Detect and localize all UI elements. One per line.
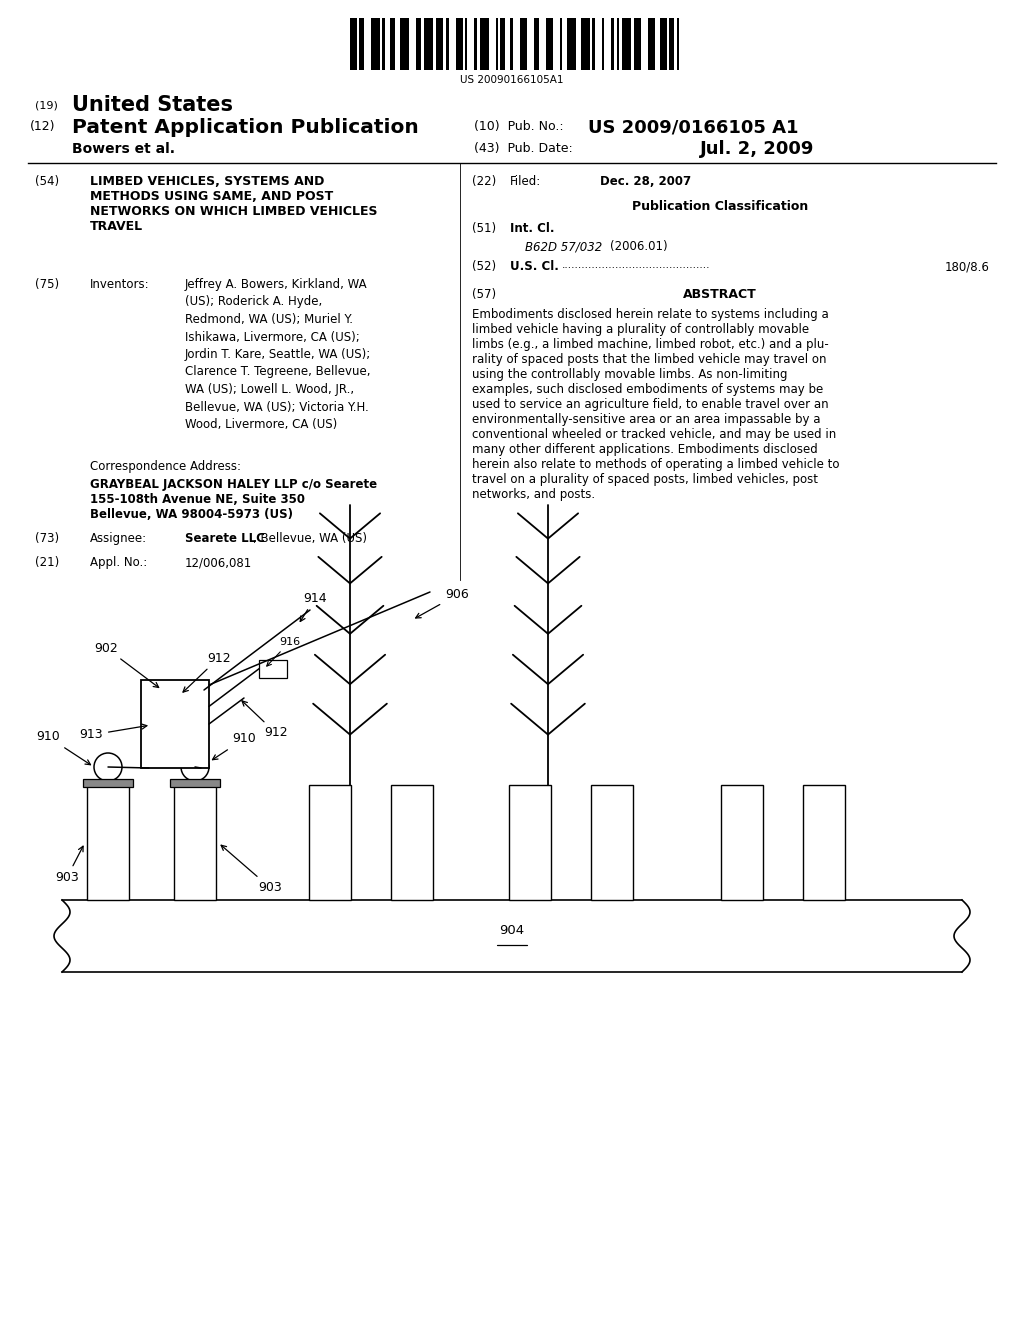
Text: Bowers et al.: Bowers et al. bbox=[72, 143, 175, 156]
Text: US 20090166105A1: US 20090166105A1 bbox=[460, 75, 564, 84]
Bar bbox=[259, 660, 287, 678]
Bar bbox=[83, 779, 133, 787]
Text: (52): (52) bbox=[472, 260, 496, 273]
Bar bbox=[591, 785, 633, 900]
Bar bbox=[669, 18, 674, 70]
Text: 910: 910 bbox=[36, 730, 90, 764]
Text: Patent Application Publication: Patent Application Publication bbox=[72, 117, 419, 137]
Text: (2006.01): (2006.01) bbox=[610, 240, 668, 253]
Text: 912: 912 bbox=[183, 652, 230, 692]
Bar bbox=[546, 18, 553, 70]
Text: United States: United States bbox=[72, 95, 233, 115]
Bar bbox=[803, 785, 845, 900]
Bar bbox=[87, 785, 129, 900]
Text: Dec. 28, 2007: Dec. 28, 2007 bbox=[600, 176, 691, 187]
Text: 903: 903 bbox=[221, 845, 282, 894]
Bar bbox=[170, 779, 220, 787]
Bar bbox=[436, 18, 443, 70]
Bar bbox=[500, 18, 505, 70]
Text: Filed:: Filed: bbox=[510, 176, 542, 187]
Text: Int. Cl.: Int. Cl. bbox=[510, 222, 555, 235]
Bar bbox=[581, 18, 590, 70]
Text: ABSTRACT: ABSTRACT bbox=[683, 288, 757, 301]
Bar bbox=[510, 18, 513, 70]
Bar bbox=[648, 18, 655, 70]
Text: (75): (75) bbox=[35, 279, 59, 290]
Text: (51): (51) bbox=[472, 222, 496, 235]
Text: (21): (21) bbox=[35, 556, 59, 569]
Bar bbox=[567, 18, 575, 70]
Text: (19): (19) bbox=[35, 100, 58, 110]
Bar bbox=[660, 18, 667, 70]
Bar bbox=[391, 785, 433, 900]
Text: Appl. No.:: Appl. No.: bbox=[90, 556, 147, 569]
Text: Jeffrey A. Bowers, Kirkland, WA
(US); Roderick A. Hyde,
Redmond, WA (US); Muriel: Jeffrey A. Bowers, Kirkland, WA (US); Ro… bbox=[185, 279, 372, 432]
Bar bbox=[416, 18, 421, 70]
Text: 903: 903 bbox=[55, 846, 83, 884]
Text: B62D 57/032: B62D 57/032 bbox=[525, 240, 602, 253]
Text: 180/8.6: 180/8.6 bbox=[945, 260, 990, 273]
Bar bbox=[560, 18, 562, 70]
Text: (57): (57) bbox=[472, 288, 496, 301]
Bar bbox=[520, 18, 527, 70]
Bar bbox=[634, 18, 641, 70]
Bar bbox=[534, 18, 539, 70]
Bar bbox=[456, 18, 463, 70]
Bar bbox=[622, 18, 631, 70]
Text: (73): (73) bbox=[35, 532, 59, 545]
Bar bbox=[174, 785, 216, 900]
Text: 912: 912 bbox=[242, 701, 288, 739]
Text: 914: 914 bbox=[300, 591, 327, 622]
Text: Embodiments disclosed herein relate to systems including a
limbed vehicle having: Embodiments disclosed herein relate to s… bbox=[472, 308, 840, 502]
Text: (43)  Pub. Date:: (43) Pub. Date: bbox=[474, 143, 572, 154]
Bar bbox=[509, 785, 551, 900]
Bar bbox=[480, 18, 489, 70]
Bar bbox=[611, 18, 614, 70]
Text: Inventors:: Inventors: bbox=[90, 279, 150, 290]
Text: 904: 904 bbox=[500, 924, 524, 936]
Bar bbox=[359, 18, 364, 70]
Bar bbox=[371, 18, 380, 70]
Text: US 2009/0166105 A1: US 2009/0166105 A1 bbox=[588, 117, 799, 136]
Bar bbox=[721, 785, 763, 900]
Text: Publication Classification: Publication Classification bbox=[632, 201, 808, 213]
Bar bbox=[602, 18, 604, 70]
Text: 12/006,081: 12/006,081 bbox=[185, 556, 252, 569]
Bar bbox=[446, 18, 449, 70]
Text: (10)  Pub. No.:: (10) Pub. No.: bbox=[474, 120, 563, 133]
Text: , Bellevue, WA (US): , Bellevue, WA (US) bbox=[253, 532, 367, 545]
Bar bbox=[592, 18, 595, 70]
Bar bbox=[617, 18, 618, 70]
Text: 906: 906 bbox=[416, 589, 469, 618]
Text: 910: 910 bbox=[213, 733, 256, 760]
Text: Assignee:: Assignee: bbox=[90, 532, 147, 545]
Text: ............................................: ........................................… bbox=[562, 260, 711, 271]
Text: Jul. 2, 2009: Jul. 2, 2009 bbox=[700, 140, 814, 158]
Bar bbox=[350, 18, 357, 70]
Bar bbox=[677, 18, 679, 70]
Text: 902: 902 bbox=[94, 642, 159, 688]
Text: 913: 913 bbox=[80, 725, 146, 742]
Bar bbox=[400, 18, 409, 70]
Text: (12): (12) bbox=[30, 120, 55, 133]
Bar bbox=[390, 18, 395, 70]
Text: U.S. Cl.: U.S. Cl. bbox=[510, 260, 559, 273]
Text: GRAYBEAL JACKSON HALEY LLP c/o Searete
155-108th Avenue NE, Suite 350
Bellevue, : GRAYBEAL JACKSON HALEY LLP c/o Searete 1… bbox=[90, 478, 377, 521]
Text: LIMBED VEHICLES, SYSTEMS AND
METHODS USING SAME, AND POST
NETWORKS ON WHICH LIMB: LIMBED VEHICLES, SYSTEMS AND METHODS USI… bbox=[90, 176, 378, 234]
Bar bbox=[424, 18, 433, 70]
Bar bbox=[309, 785, 351, 900]
Bar bbox=[382, 18, 385, 70]
Bar bbox=[496, 18, 498, 70]
Text: Searete LLC: Searete LLC bbox=[185, 532, 265, 545]
Bar bbox=[465, 18, 467, 70]
Text: (54): (54) bbox=[35, 176, 59, 187]
Text: 916: 916 bbox=[267, 638, 300, 667]
Bar bbox=[474, 18, 477, 70]
Text: (22): (22) bbox=[472, 176, 497, 187]
Bar bbox=[141, 680, 209, 768]
Text: Correspondence Address:: Correspondence Address: bbox=[90, 459, 241, 473]
